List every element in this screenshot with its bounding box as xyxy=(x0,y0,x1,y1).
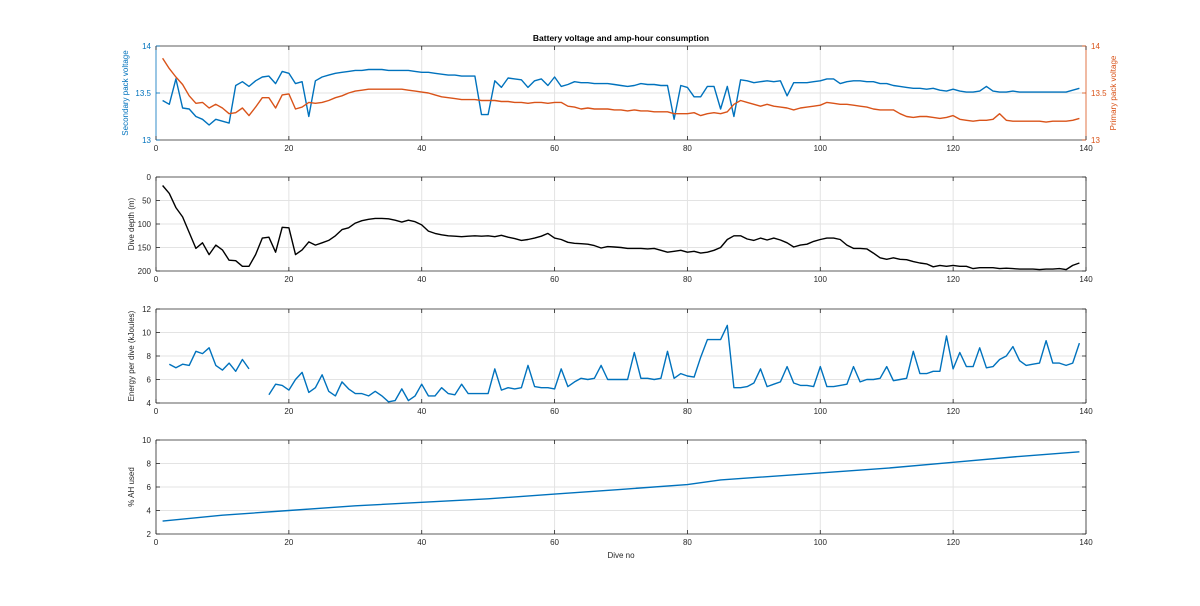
y-tick-label: 13.5 xyxy=(135,89,151,98)
x-tick-label: 80 xyxy=(683,275,692,284)
x-tick-label: 60 xyxy=(550,538,559,547)
series-line-1-segment-2 xyxy=(268,324,1081,403)
x-tick-label: 20 xyxy=(284,538,293,547)
x-tick-label: 60 xyxy=(550,275,559,284)
series-line-2 xyxy=(162,57,1080,123)
series-line-1 xyxy=(162,68,1080,126)
y-tick-label-right: 14 xyxy=(1091,42,1100,51)
figure-title: Battery voltage and amp-hour consumption xyxy=(533,33,709,43)
y-axis-label: Dive depth (m) xyxy=(127,197,136,250)
x-tick-label: 40 xyxy=(417,407,426,416)
x-tick-label: 100 xyxy=(814,407,828,416)
y-tick-label: 0 xyxy=(147,173,152,182)
series-line-1 xyxy=(162,451,1080,522)
y-axis-label: Secondary pack voltage xyxy=(121,50,130,136)
x-axis-label: Dive no xyxy=(607,551,635,560)
y-tick-label-right: 13.5 xyxy=(1091,89,1107,98)
x-tick-label: 140 xyxy=(1079,407,1093,416)
y-tick-label: 50 xyxy=(142,197,151,206)
panel-1: 0 20 40 60 80 100 120 1401313.5141313.514Primar… xyxy=(121,42,1118,153)
x-tick-label: 40 xyxy=(417,538,426,547)
x-tick-label: 60 xyxy=(550,407,559,416)
y-tick-label: 10 xyxy=(142,329,151,338)
y-tick-label-right: 13 xyxy=(1091,136,1100,145)
panel-2: 0 20 40 60 80 100 120 140 0 50 100 150 200 Dive depth… xyxy=(127,173,1093,284)
x-tick-label: 140 xyxy=(1079,275,1093,284)
y-tick-label: 6 xyxy=(147,376,152,385)
x-tick-label: 20 xyxy=(284,407,293,416)
x-tick-label: 120 xyxy=(946,144,960,153)
x-tick-label: 0 xyxy=(154,538,159,547)
y-tick-label: 13 xyxy=(142,136,151,145)
x-tick-label: 60 xyxy=(550,144,559,153)
x-tick-label: 0 xyxy=(154,407,159,416)
y-axis-label: % AH used xyxy=(127,467,136,507)
y-tick-label: 6 xyxy=(147,483,152,492)
y-tick-label: 14 xyxy=(142,42,151,51)
x-tick-label: 120 xyxy=(946,538,960,547)
y-tick-label: 8 xyxy=(147,352,152,361)
x-tick-label: 20 xyxy=(284,275,293,284)
series-line-1-segment-1 xyxy=(168,347,250,372)
y-tick-label: 12 xyxy=(142,305,151,314)
x-tick-label: 140 xyxy=(1079,538,1093,547)
series-line-1 xyxy=(162,185,1080,271)
y-axis-label: Energy per dive (kJoules) xyxy=(127,310,136,401)
x-tick-label: 0 xyxy=(154,144,159,153)
x-tick-label: 20 xyxy=(284,144,293,153)
x-tick-label: 120 xyxy=(946,407,960,416)
x-tick-label: 80 xyxy=(683,538,692,547)
x-tick-label: 0 xyxy=(154,275,159,284)
y-tick-label: 8 xyxy=(147,460,152,469)
y-tick-label: 4 xyxy=(147,507,152,516)
x-tick-label: 80 xyxy=(683,144,692,153)
x-tick-label: 100 xyxy=(814,144,828,153)
panel-3: 0 20 40 60 80 100 120 140 4 6 8 10 12 Energy per dive… xyxy=(127,305,1093,416)
y-tick-label: 150 xyxy=(138,244,152,253)
x-tick-label: 100 xyxy=(814,275,828,284)
x-tick-label: 120 xyxy=(946,275,960,284)
x-tick-label: 140 xyxy=(1079,144,1093,153)
panel-4: 0 20 40 60 80 100 120 140 2 4 6 8 10 % AH used xyxy=(127,436,1093,547)
y-tick-label: 100 xyxy=(138,220,152,229)
y-tick-label: 4 xyxy=(147,399,152,408)
y-axis-label-right: Primary pack voltage xyxy=(1109,55,1118,130)
x-tick-label: 40 xyxy=(417,144,426,153)
x-tick-label: 40 xyxy=(417,275,426,284)
y-tick-label: 2 xyxy=(147,530,152,539)
y-tick-label: 200 xyxy=(138,267,152,276)
x-tick-label: 100 xyxy=(814,538,828,547)
x-tick-label: 80 xyxy=(683,407,692,416)
y-tick-label: 10 xyxy=(142,436,151,445)
